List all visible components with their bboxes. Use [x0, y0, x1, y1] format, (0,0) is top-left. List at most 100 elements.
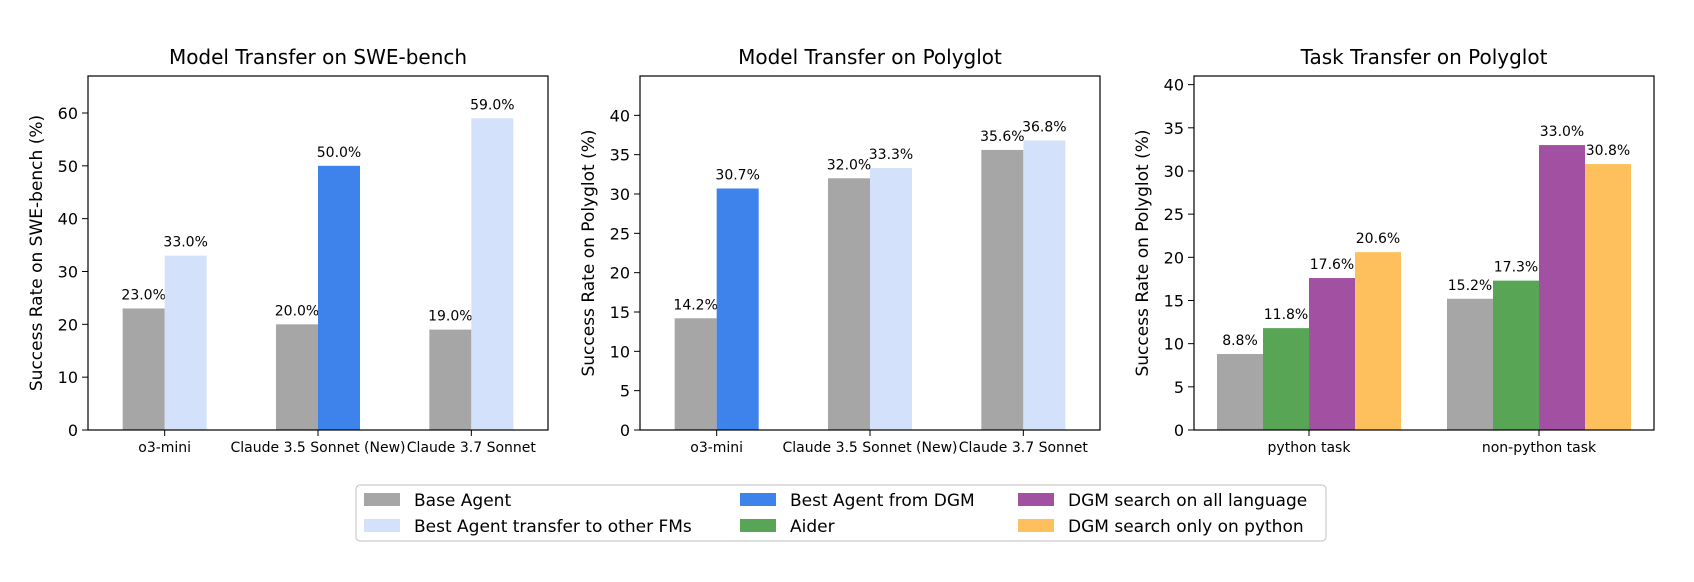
legend-label: Best Agent from DGM	[790, 491, 975, 511]
bar-value-label: 15.2%	[1448, 278, 1492, 294]
y-tick-label: 30	[1164, 162, 1184, 181]
y-tick-label: 50	[58, 157, 78, 176]
y-tick-label: 15	[610, 303, 630, 322]
y-axis-label: Success Rate on SWE-bench (%)	[27, 115, 47, 391]
bar	[1217, 354, 1263, 430]
bar-value-label: 17.3%	[1494, 260, 1538, 276]
y-axis-label: Success Rate on Polyglot (%)	[579, 129, 599, 376]
y-tick-label: 30	[610, 185, 630, 204]
y-tick-label: 20	[610, 264, 630, 283]
bar-value-label: 33.0%	[163, 235, 207, 251]
legend-swatch	[740, 519, 776, 532]
y-tick-label: 25	[610, 224, 630, 243]
legend-label: DGM search on all language	[1068, 491, 1307, 511]
bar-value-label: 36.8%	[1022, 120, 1066, 136]
legend-box	[355, 484, 1327, 542]
y-tick-label: 5	[620, 382, 630, 401]
legend-label: Aider	[790, 517, 835, 537]
bar	[828, 178, 870, 430]
y-axis-label: Success Rate on Polyglot (%)	[1133, 129, 1153, 376]
y-tick-label: 40	[610, 106, 630, 125]
x-tick-label: o3-mini	[690, 440, 743, 456]
y-tick-label: 0	[68, 421, 78, 440]
y-tick-label: 60	[58, 104, 78, 123]
bar-value-label: 8.8%	[1222, 333, 1258, 349]
bar-value-label: 32.0%	[827, 157, 871, 173]
bar	[1309, 278, 1355, 430]
x-tick-label: python task	[1268, 440, 1352, 456]
x-tick-label: Claude 3.7 Sonnet	[407, 440, 537, 456]
y-tick-label: 0	[620, 421, 630, 440]
legend-label: Best Agent transfer to other FMs	[414, 517, 692, 537]
bar	[870, 168, 912, 431]
bar-value-label: 19.0%	[428, 309, 472, 325]
bar	[981, 149, 1024, 431]
bar-value-label: 11.8%	[1264, 307, 1308, 323]
y-tick-label: 30	[58, 262, 78, 281]
y-tick-label: 25	[1164, 205, 1184, 224]
chart-panel-2: Model Transfer on Polyglot Success Rate o…	[579, 45, 1101, 456]
x-tick-label: Claude 3.5 Sonnet (New)	[231, 440, 406, 456]
bar-value-label: 23.0%	[121, 287, 165, 303]
y-tick-label: 20	[58, 315, 78, 334]
bar-value-label: 20.0%	[275, 303, 319, 319]
bar	[1585, 164, 1631, 430]
bar	[122, 308, 165, 430]
legend-label: DGM search only on python	[1068, 517, 1304, 537]
y-tick-label: 15	[1164, 291, 1184, 310]
y-tick-label: 10	[610, 342, 630, 361]
chart-title: Task Transfer on Polyglot	[1300, 45, 1548, 69]
legend-swatch	[364, 493, 400, 506]
legend-label: Base Agent	[414, 491, 511, 511]
x-tick-label: non-python task	[1482, 440, 1597, 456]
bar-value-label: 30.7%	[715, 167, 759, 183]
bar-value-label: 17.6%	[1310, 257, 1354, 273]
bar	[1263, 328, 1309, 430]
bar	[164, 255, 207, 430]
chart-panel-1: Model Transfer on SWE-bench Success Rate …	[27, 45, 549, 456]
bar-value-label: 14.2%	[673, 297, 717, 313]
legend-swatch	[364, 519, 400, 532]
chart-title: Model Transfer on SWE-bench	[169, 45, 467, 69]
x-tick-label: o3-mini	[138, 440, 191, 456]
y-tick-label: 10	[58, 368, 78, 387]
bar-value-label: 33.0%	[1540, 124, 1584, 140]
bar	[1447, 298, 1493, 430]
bar	[1493, 280, 1539, 430]
legend-swatch	[1018, 519, 1054, 532]
bar	[674, 318, 717, 430]
bar	[276, 324, 318, 430]
plot-frame	[87, 75, 549, 431]
y-tick-label: 40	[1164, 76, 1184, 95]
y-tick-label: 0	[1174, 421, 1184, 440]
x-tick-label: Claude 3.5 Sonnet (New)	[783, 440, 958, 456]
legend: Base Agent Best Agent transfer to other F…	[355, 484, 1327, 542]
bar	[1539, 145, 1585, 430]
y-tick-label: 35	[1164, 119, 1184, 138]
bar	[318, 165, 360, 430]
legend-swatch	[1018, 493, 1054, 506]
y-tick-label: 20	[1164, 248, 1184, 267]
chart-title: Model Transfer on Polyglot	[738, 45, 1002, 69]
y-tick-label: 35	[610, 146, 630, 165]
bar-value-label: 30.8%	[1586, 143, 1630, 159]
y-tick-label: 40	[58, 210, 78, 229]
plot-frame	[1193, 75, 1655, 431]
bar-value-label: 20.6%	[1356, 231, 1400, 247]
bar-value-label: 33.3%	[869, 147, 913, 163]
chart-panel-3: Task Transfer on Polyglot Success Rate on…	[1133, 45, 1655, 456]
legend-swatch	[740, 493, 776, 506]
bar-value-label: 59.0%	[470, 97, 514, 113]
bar	[1023, 140, 1066, 431]
bar-value-label: 50.0%	[317, 145, 361, 161]
plot-frame	[639, 75, 1101, 431]
x-tick-label: Claude 3.7 Sonnet	[959, 440, 1089, 456]
bar-value-label: 35.6%	[980, 129, 1024, 145]
y-tick-label: 5	[1174, 378, 1184, 397]
bar	[716, 188, 759, 430]
bar	[1355, 252, 1401, 430]
bar	[471, 118, 514, 431]
bar	[429, 329, 472, 430]
y-tick-label: 10	[1164, 335, 1184, 354]
